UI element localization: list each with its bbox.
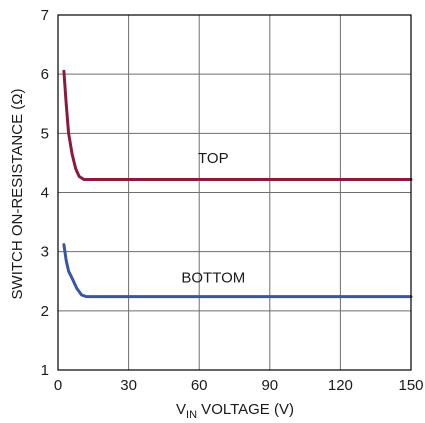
x-axis-title-main: V [176,401,186,418]
x-axis-title-subscript: IN [186,409,197,421]
x-tick-label: 90 [261,377,278,394]
series-label-bottom: BOTTOM [181,269,245,286]
y-tick-label: 2 [41,303,49,320]
y-tick-label: 6 [41,66,49,83]
series-line-top [62,69,413,181]
y-tick-label: 3 [41,244,49,261]
x-axis-title-rest: VOLTAGE (V) [197,401,294,418]
x-tick-label: 120 [328,377,353,394]
grid-lines [58,15,411,370]
y-tick-label: 7 [41,7,49,24]
tick-labels: 0 30 60 90 120 150 1 2 3 4 5 6 7 [41,7,424,394]
y-tick-label: 4 [41,185,49,202]
x-tick-label: 0 [54,377,62,394]
y-axis-title: SWITCH ON-RESISTANCE (Ω) [9,89,26,300]
series-label-top: TOP [198,150,229,167]
series-line-bottom [62,243,413,299]
series-lines [62,69,413,299]
y-tick-label: 1 [41,362,49,379]
plot-frame [57,14,412,371]
x-tick-label: 30 [120,377,137,394]
x-axis-title: VIN VOLTAGE (V) [176,401,294,421]
series-annotations: TOP BOTTOM [181,150,245,287]
x-tick-label: 150 [398,377,423,394]
x-tick-label: 60 [191,377,208,394]
y-tick-label: 5 [41,125,49,142]
